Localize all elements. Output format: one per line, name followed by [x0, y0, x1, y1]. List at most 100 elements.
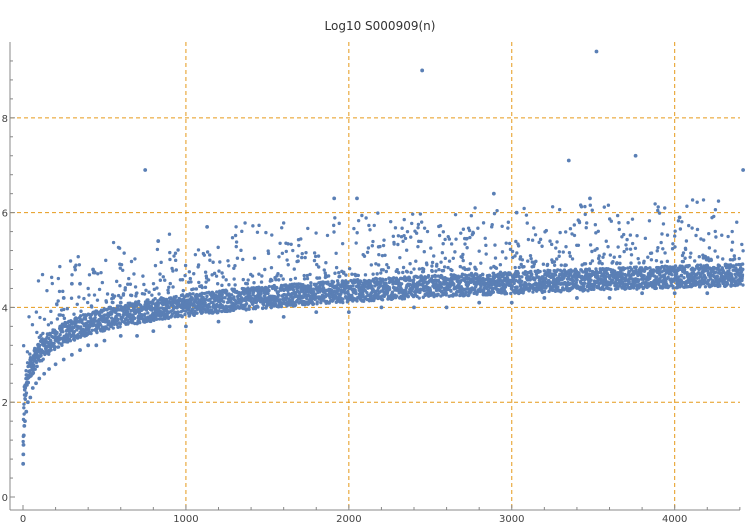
data-point [633, 246, 638, 250]
data-point [449, 289, 453, 293]
data-point [665, 259, 670, 264]
data-point [441, 268, 446, 273]
data-point [92, 293, 97, 297]
data-point [56, 276, 61, 281]
data-point [643, 236, 648, 241]
data-point [118, 333, 123, 338]
data-point [465, 236, 469, 241]
data-point [269, 305, 273, 310]
data-point [93, 271, 97, 275]
data-point [557, 254, 561, 258]
data-point [174, 294, 178, 299]
data-point [452, 282, 456, 286]
data-point [192, 272, 196, 276]
data-point [297, 243, 301, 248]
data-point [266, 291, 270, 296]
data-point [604, 239, 608, 243]
data-point [481, 272, 485, 277]
data-point [721, 257, 725, 261]
data-point [590, 249, 594, 254]
data-point [126, 282, 130, 286]
data-point [232, 295, 236, 299]
data-point [62, 316, 67, 321]
data-point [205, 250, 210, 254]
data-point [726, 234, 730, 239]
data-point [286, 289, 290, 293]
data-point [437, 267, 441, 272]
data-point [740, 273, 745, 277]
data-point [461, 227, 466, 231]
data-point [678, 227, 683, 231]
data-point [444, 305, 449, 310]
data-point [294, 293, 299, 298]
data-point [395, 268, 399, 272]
data-point [420, 68, 425, 73]
data-point [102, 338, 107, 343]
data-point [626, 220, 630, 225]
data-point [157, 292, 161, 296]
data-point [216, 245, 220, 250]
data-point [23, 386, 28, 390]
data-point [361, 292, 365, 297]
chart-title: Log10 S000909(n) [325, 19, 436, 33]
data-point [526, 237, 531, 242]
data-point [279, 304, 284, 309]
data-point [312, 290, 316, 294]
data-point [244, 301, 249, 306]
data-point [249, 319, 253, 324]
data-point [538, 269, 542, 274]
data-point [158, 278, 163, 282]
data-point [275, 286, 279, 290]
data-point [135, 291, 139, 295]
data-point [356, 273, 360, 278]
data-point [673, 229, 677, 233]
data-point [657, 211, 662, 215]
data-point [291, 248, 295, 253]
data-point [46, 323, 51, 327]
data-point [561, 250, 565, 254]
data-point [601, 255, 605, 259]
data-point [590, 208, 594, 212]
data-point [405, 270, 410, 274]
data-point [180, 314, 184, 319]
data-point [279, 274, 283, 278]
data-point [204, 280, 208, 284]
data-point [582, 281, 587, 286]
data-point [383, 253, 387, 257]
data-point [47, 352, 51, 356]
data-point [166, 291, 171, 295]
data-point [663, 206, 667, 210]
data-point [550, 205, 555, 209]
data-point [72, 325, 76, 330]
data-point [86, 286, 90, 291]
data-point [500, 250, 505, 254]
data-point [28, 370, 32, 375]
data-point [341, 297, 345, 301]
data-point [128, 282, 133, 286]
data-point [568, 227, 573, 231]
data-point [707, 246, 712, 250]
data-point [206, 278, 211, 282]
x-tick-label: 3000 [499, 514, 524, 525]
data-point [385, 263, 389, 267]
data-point [682, 275, 686, 280]
data-point [264, 230, 268, 235]
data-point [654, 258, 659, 263]
data-point [572, 233, 577, 238]
data-point [520, 258, 525, 262]
data-point [715, 255, 720, 259]
data-point [403, 236, 408, 241]
data-point [574, 280, 578, 285]
data-point [171, 269, 175, 273]
data-point [685, 204, 689, 208]
data-point [292, 267, 296, 271]
data-point [430, 269, 434, 273]
data-point [37, 376, 42, 381]
x-tick-label: 4000 [662, 514, 687, 525]
data-point [113, 294, 117, 298]
data-point [676, 219, 681, 223]
data-point [240, 229, 244, 234]
data-point [109, 316, 114, 320]
data-point [653, 202, 657, 206]
data-point [217, 309, 221, 313]
